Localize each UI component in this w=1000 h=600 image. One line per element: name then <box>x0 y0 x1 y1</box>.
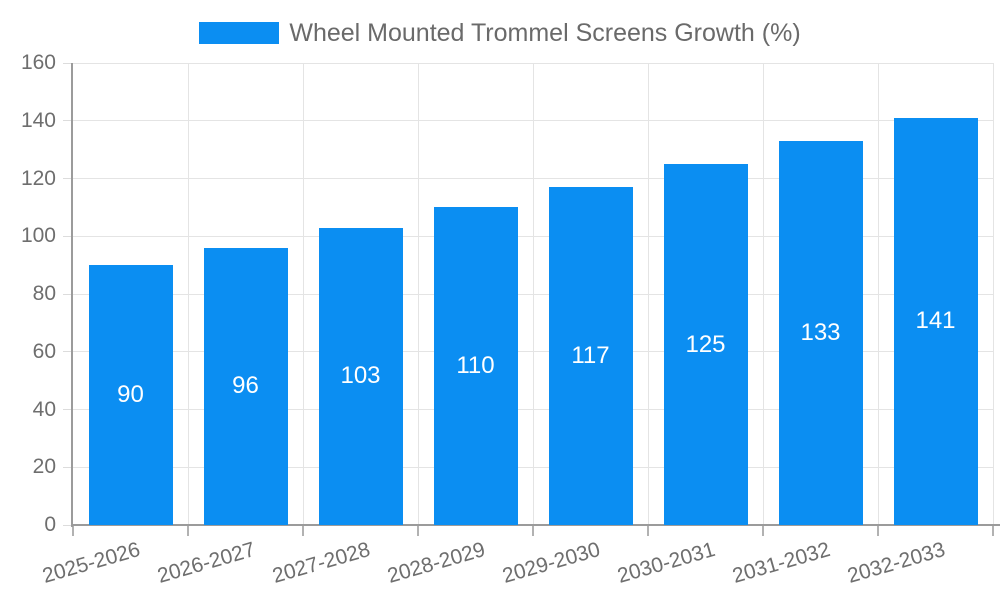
x-axis-tick <box>762 526 764 536</box>
x-axis-label: 2030-2031 <box>614 538 718 588</box>
bar-value-label: 110 <box>456 352 495 380</box>
bar-value-label: 125 <box>685 330 726 358</box>
x-axis-label: 2031-2032 <box>729 538 833 588</box>
bar <box>778 140 863 525</box>
y-axis-tick <box>63 524 73 526</box>
x-axis-tick <box>992 526 994 536</box>
y-axis-label: 20 <box>32 455 56 479</box>
y-axis-tick <box>63 62 73 64</box>
y-axis-tick <box>63 235 73 237</box>
y-axis-label: 60 <box>32 339 56 363</box>
bar-value-label: 90 <box>117 381 144 409</box>
bar-value-label: 141 <box>915 307 956 335</box>
bar <box>88 265 173 525</box>
x-axis-label: 2027-2028 <box>269 538 373 588</box>
chart-title: Wheel Mounted Trommel Screens Growth (%) <box>289 18 801 47</box>
bar <box>548 187 633 525</box>
gridline-vertical <box>877 63 879 525</box>
y-axis-tick <box>63 178 73 179</box>
y-axis-label: 160 <box>20 51 56 74</box>
y-axis-label: 100 <box>20 224 56 248</box>
y-axis-label: 80 <box>32 282 56 305</box>
y-axis-tick <box>63 293 73 295</box>
x-axis-label: 2026-2027 <box>154 538 258 588</box>
legend-swatch-icon <box>199 22 280 44</box>
bar-value-label: 96 <box>232 372 259 400</box>
bar-value-label: 133 <box>800 318 841 346</box>
gridline-vertical <box>762 63 764 525</box>
x-axis-tick <box>72 526 74 536</box>
gridline-vertical <box>187 63 189 525</box>
y-axis-label: 140 <box>20 108 56 132</box>
x-axis-tick <box>647 526 649 536</box>
x-axis-tick <box>877 526 879 536</box>
x-axis-tick <box>417 526 419 536</box>
x-axis-label: 2029-2030 <box>499 538 603 588</box>
bar-value-label: 117 <box>571 342 610 370</box>
y-axis-line <box>71 63 73 527</box>
y-axis-tick <box>63 120 73 122</box>
x-axis-tick <box>302 526 304 536</box>
bar-value-label: 103 <box>340 362 381 390</box>
x-axis-tick <box>532 526 534 536</box>
y-axis-label: 120 <box>20 166 56 190</box>
y-axis-label: 40 <box>32 397 56 421</box>
gridline-vertical <box>417 63 419 525</box>
bar <box>663 164 748 525</box>
bar <box>318 227 403 525</box>
chart-legend: Wheel Mounted Trommel Screens Growth (%) <box>0 16 1000 50</box>
y-axis-tick <box>63 466 73 468</box>
x-axis-label: 2025-2026 <box>39 538 143 588</box>
x-axis-line <box>71 524 1000 526</box>
y-axis-label: 0 <box>44 513 56 536</box>
x-axis-tick <box>187 526 189 536</box>
x-axis-label: 2028-2029 <box>384 538 488 588</box>
gridline-vertical <box>647 63 649 525</box>
gridline-vertical <box>992 63 994 525</box>
gridline-vertical <box>302 63 304 525</box>
gridline-vertical <box>532 63 534 525</box>
bar <box>203 247 288 525</box>
bar <box>433 207 518 525</box>
x-axis-label: 2032-2033 <box>844 538 948 588</box>
y-axis-tick <box>63 409 73 410</box>
y-axis-tick <box>63 351 73 353</box>
bar <box>893 117 978 525</box>
